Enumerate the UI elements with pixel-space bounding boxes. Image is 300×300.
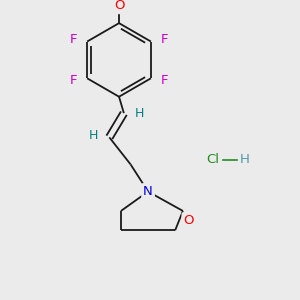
Text: O: O (114, 0, 124, 12)
Text: Cl: Cl (206, 153, 219, 166)
Text: F: F (161, 33, 168, 46)
Text: O: O (184, 214, 194, 227)
Text: F: F (70, 33, 77, 46)
Text: F: F (161, 74, 168, 87)
Text: N: N (143, 185, 153, 198)
Text: F: F (70, 74, 77, 87)
Text: H: H (240, 153, 250, 166)
Text: H: H (135, 107, 144, 120)
Text: H: H (89, 129, 98, 142)
